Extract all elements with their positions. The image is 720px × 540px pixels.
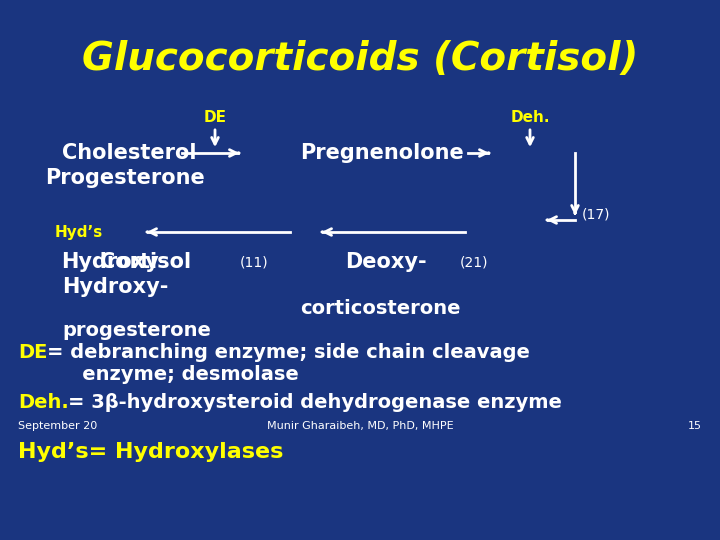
Text: DE: DE <box>18 342 48 361</box>
Text: enzyme; desmolase: enzyme; desmolase <box>62 366 299 384</box>
Text: 15: 15 <box>688 421 702 431</box>
Text: Pregnenolone: Pregnenolone <box>300 143 464 163</box>
Text: Deoxy-: Deoxy- <box>345 252 427 272</box>
Text: Cholesterol: Cholesterol <box>62 143 197 163</box>
Text: (21): (21) <box>460 255 488 269</box>
Text: DE: DE <box>204 110 227 125</box>
Text: (17): (17) <box>582 208 611 222</box>
Text: Hyd’s: Hyd’s <box>55 225 103 240</box>
Text: September 20: September 20 <box>18 421 97 431</box>
Text: Progesterone: Progesterone <box>45 168 204 188</box>
Text: Hydroxy-: Hydroxy- <box>61 252 168 272</box>
Text: Deh.: Deh. <box>510 110 550 125</box>
Text: (11): (11) <box>240 255 269 269</box>
Text: Munir Gharaibeh, MD, PhD, MHPE: Munir Gharaibeh, MD, PhD, MHPE <box>266 421 454 431</box>
Text: Glucocorticoids (Cortisol): Glucocorticoids (Cortisol) <box>82 40 638 78</box>
Text: Cortisol: Cortisol <box>100 252 191 272</box>
Text: = debranching enzyme; side chain cleavage: = debranching enzyme; side chain cleavag… <box>47 342 530 361</box>
Text: = 3β-hydroxysteroid dehydrogenase enzyme: = 3β-hydroxysteroid dehydrogenase enzyme <box>68 393 562 411</box>
Text: Deh.: Deh. <box>18 393 68 411</box>
Text: corticosterone: corticosterone <box>300 299 461 318</box>
Text: progesterone: progesterone <box>62 321 211 340</box>
Text: Hyd’s= Hydroxylases: Hyd’s= Hydroxylases <box>18 442 284 462</box>
Text: Hydroxy-: Hydroxy- <box>62 277 168 297</box>
